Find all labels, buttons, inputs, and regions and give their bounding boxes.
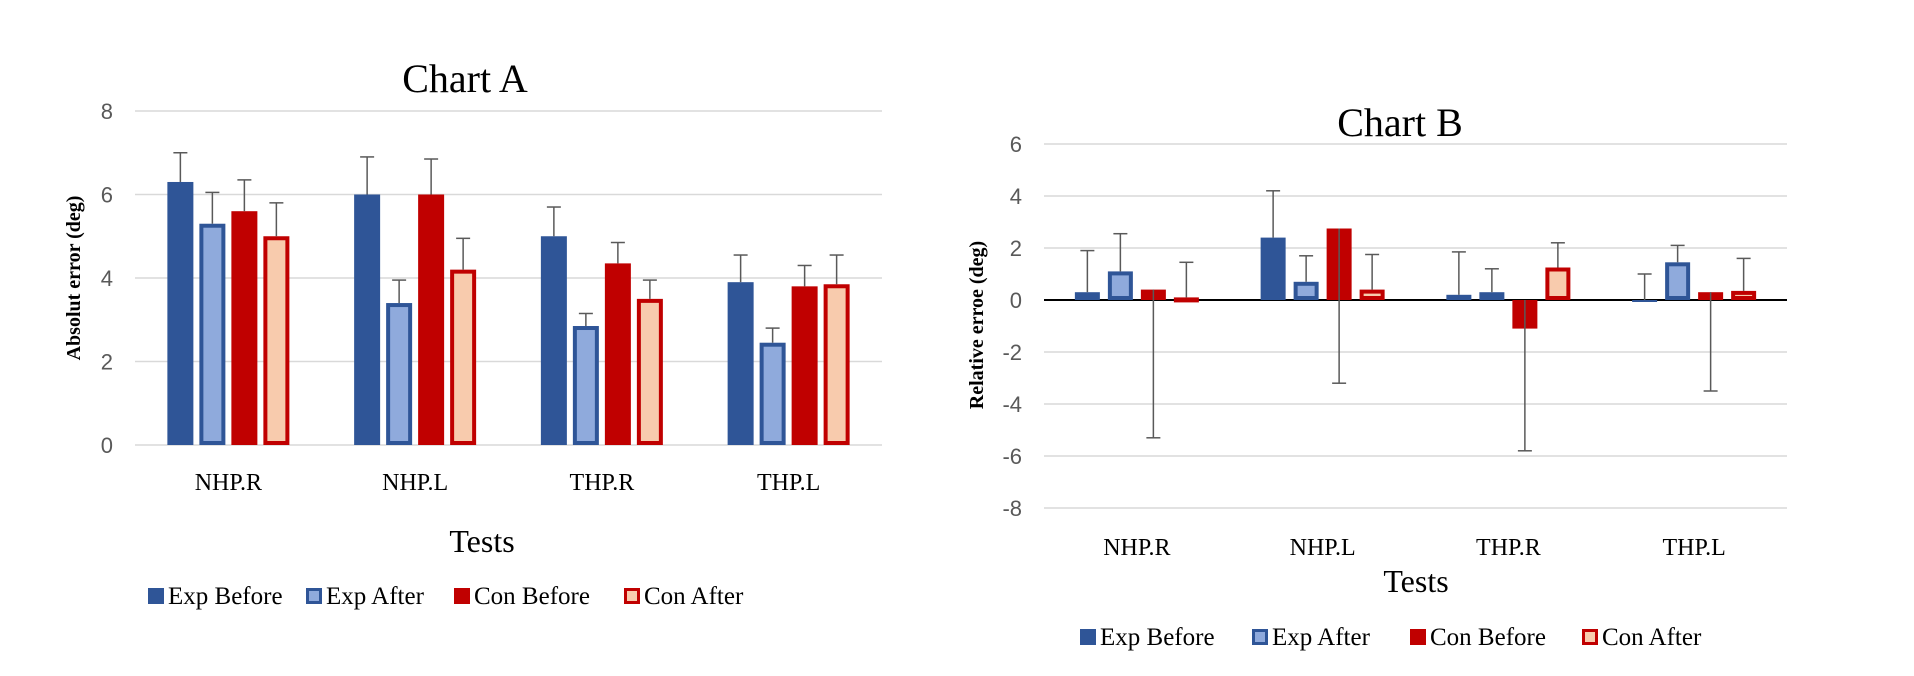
chart-a-legend: Exp Before Exp After Con Before Con After — [148, 583, 744, 610]
legend-label: Exp Before — [1100, 624, 1215, 651]
legend-swatch — [624, 588, 640, 604]
legend-swatch — [1410, 629, 1426, 645]
y-tick-label: 8 — [101, 99, 113, 124]
bar-con-before — [791, 286, 818, 445]
legend-swatch — [454, 588, 470, 604]
legend-label: Con After — [644, 583, 744, 610]
bar-con-after — [1731, 290, 1757, 300]
bar-con-before — [604, 263, 631, 445]
legend-swatch — [306, 588, 322, 604]
bar-exp-after — [1293, 281, 1319, 300]
y-tick-label: 2 — [101, 350, 113, 375]
chart-a-x-axis-title: Tests — [449, 523, 514, 559]
chart-a-y-axis-title: Absolut error (deg) — [63, 196, 85, 361]
bar-con-after — [823, 284, 850, 446]
bar-exp-after — [1107, 271, 1133, 300]
legend-item: Exp After — [306, 583, 425, 610]
bar-exp-before — [1260, 237, 1286, 300]
legend-label: Con After — [1602, 624, 1702, 651]
bar-exp-before — [1074, 292, 1100, 300]
bar-con-before — [231, 211, 258, 445]
bar-exp-before — [727, 282, 754, 445]
legend-item: Con After — [624, 583, 744, 610]
x-tick-label: THP.R — [570, 470, 635, 496]
bar-con-after — [636, 298, 663, 445]
y-tick-label: 0 — [101, 433, 113, 458]
legend-swatch — [1252, 629, 1268, 645]
x-tick-label: THP.R — [1476, 535, 1541, 561]
x-tick-label: NHP.R — [195, 470, 262, 496]
legend-label: Exp After — [1272, 624, 1371, 651]
bar-exp-after — [386, 303, 413, 445]
legend-item: Exp After — [1252, 624, 1371, 651]
bar-exp-after — [1665, 262, 1691, 300]
bar-exp-before — [354, 194, 381, 445]
bar-exp-after — [572, 326, 599, 446]
y-tick-label: -2 — [1002, 340, 1022, 365]
bar-exp-before — [167, 181, 194, 445]
legend-item: Con Before — [1410, 624, 1546, 651]
x-tick-label: NHP.R — [1103, 535, 1170, 561]
bar-con-after — [450, 269, 477, 445]
legend-item: Con Before — [454, 583, 590, 610]
chart-b-title: Chart B — [1337, 100, 1463, 145]
legend-item: Exp Before — [148, 583, 283, 610]
x-tick-label: NHP.L — [382, 470, 448, 496]
chart-b-legend: Exp Before Exp After Con Before Con After — [1080, 624, 1702, 651]
y-tick-label: -6 — [1002, 444, 1022, 469]
legend-label: Exp Before — [168, 583, 283, 610]
y-tick-label: 6 — [101, 183, 113, 208]
legend-label: Con Before — [474, 583, 590, 610]
bar-con-before — [418, 194, 445, 445]
chart-b-x-axis-title: Tests — [1383, 563, 1448, 599]
y-tick-label: -8 — [1002, 496, 1022, 521]
bar-exp-after — [1479, 292, 1505, 301]
y-tick-label: 0 — [1010, 288, 1022, 313]
legend-label: Exp After — [326, 583, 425, 610]
chart-a-title: Chart A — [402, 56, 528, 101]
legend-label: Con Before — [1430, 624, 1546, 651]
legend-item: Con After — [1582, 624, 1702, 651]
bar-con-after — [263, 236, 290, 445]
y-tick-label: 2 — [1010, 236, 1022, 261]
legend-swatch — [1080, 629, 1096, 645]
y-tick-label: 4 — [1010, 184, 1022, 209]
bar-exp-before — [1632, 300, 1658, 302]
y-tick-label: -4 — [1002, 392, 1022, 417]
legend-swatch — [148, 588, 164, 604]
bar-exp-before — [540, 236, 567, 445]
chart-b-y-axis-title: Relative erroe (deg) — [966, 241, 988, 409]
bar-con-after — [1359, 289, 1385, 301]
chart-a: Chart A 0 2 4 6 8 NHP.R NHP.L THP.R THP.L Absol… — [63, 56, 882, 610]
bar-con-after — [1173, 297, 1199, 303]
y-tick-label: 6 — [1010, 132, 1022, 157]
x-tick-label: NHP.L — [1290, 535, 1356, 561]
x-tick-label: THP.L — [1662, 535, 1725, 561]
bar-con-after — [1545, 267, 1571, 300]
x-tick-label: THP.L — [757, 470, 820, 496]
bar-exp-after — [759, 342, 786, 445]
bar-exp-after — [199, 223, 226, 445]
y-tick-label: 4 — [101, 266, 113, 291]
legend-swatch — [1582, 629, 1598, 645]
bar-exp-before — [1446, 294, 1472, 300]
legend-item: Exp Before — [1080, 624, 1215, 651]
